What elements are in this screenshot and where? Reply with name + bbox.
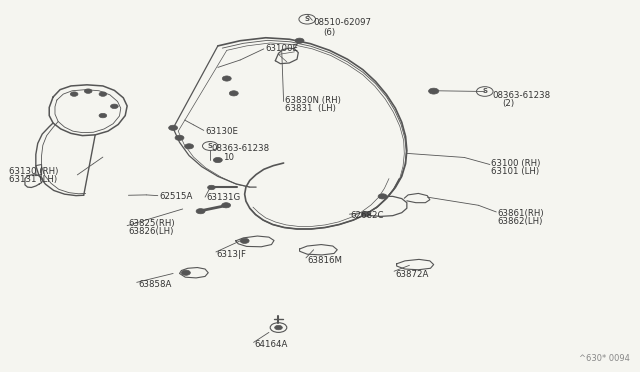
Text: 63858A: 63858A (138, 280, 172, 289)
Text: 62515A: 62515A (159, 192, 193, 201)
Circle shape (70, 92, 78, 96)
Text: S: S (207, 143, 212, 149)
Circle shape (222, 76, 231, 81)
Text: 63862(LH): 63862(LH) (497, 218, 543, 227)
Text: (6): (6) (323, 28, 335, 37)
Circle shape (299, 15, 316, 24)
Text: 08363-61238: 08363-61238 (211, 144, 269, 153)
Circle shape (240, 238, 249, 243)
Text: 63825(RH): 63825(RH) (129, 219, 175, 228)
Circle shape (181, 270, 190, 275)
Circle shape (207, 185, 215, 190)
Text: S: S (483, 89, 487, 94)
Circle shape (213, 157, 222, 163)
Text: 63826(LH): 63826(LH) (129, 227, 174, 237)
Text: 64164A: 64164A (255, 340, 288, 349)
Text: 63831  (LH): 63831 (LH) (285, 104, 336, 113)
Text: 63100 (RH): 63100 (RH) (491, 159, 541, 168)
Text: 08510-62097: 08510-62097 (314, 19, 372, 28)
Circle shape (362, 212, 371, 217)
Text: 63100E: 63100E (266, 44, 299, 53)
Circle shape (184, 144, 193, 149)
Circle shape (84, 89, 92, 93)
Circle shape (196, 209, 205, 214)
Text: 10: 10 (223, 153, 234, 161)
Circle shape (99, 113, 107, 118)
Text: 63816M: 63816M (307, 256, 342, 264)
Text: 63130 (RH): 63130 (RH) (9, 167, 58, 176)
Circle shape (275, 326, 282, 330)
Text: 62682C: 62682C (351, 211, 384, 220)
Circle shape (476, 87, 493, 96)
Text: 63101 (LH): 63101 (LH) (491, 167, 540, 176)
Circle shape (99, 92, 107, 96)
Text: 63872A: 63872A (396, 270, 429, 279)
Circle shape (111, 104, 118, 109)
Text: 63861(RH): 63861(RH) (497, 209, 544, 218)
Text: 63130E: 63130E (205, 126, 238, 136)
Circle shape (221, 203, 230, 208)
Text: 08363-61238: 08363-61238 (492, 91, 550, 100)
Text: 63131G: 63131G (206, 193, 241, 202)
Circle shape (295, 38, 304, 43)
Text: ^630* 0094: ^630* 0094 (579, 354, 630, 363)
Circle shape (175, 135, 184, 140)
Circle shape (229, 91, 238, 96)
Text: S: S (305, 16, 310, 22)
Circle shape (378, 194, 387, 199)
Text: 63830N (RH): 63830N (RH) (285, 96, 340, 105)
Circle shape (169, 125, 177, 131)
Text: (2): (2) (502, 99, 514, 108)
Text: 63131 (LH): 63131 (LH) (9, 175, 57, 184)
Circle shape (202, 141, 218, 150)
Text: 6313|F: 6313|F (216, 250, 246, 259)
Circle shape (429, 88, 439, 94)
